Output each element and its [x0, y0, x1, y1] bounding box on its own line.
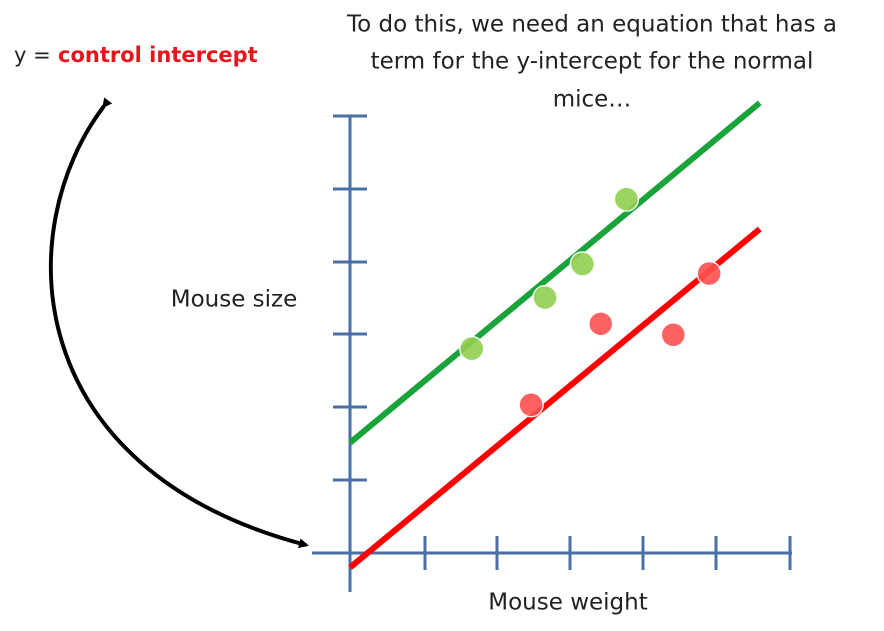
fit-line: [348, 226, 762, 570]
point: [459, 335, 485, 362]
point: [532, 284, 558, 311]
point: [696, 260, 722, 287]
point: [660, 322, 687, 348]
arrow: [49, 97, 309, 549]
annotation-highlight: control intercept: [58, 43, 258, 67]
point: [569, 251, 596, 277]
y-axis-label: Mouse size: [171, 287, 298, 313]
title-line: term for the y-intercept for the normal: [371, 49, 814, 75]
point: [587, 311, 614, 337]
axes: [312, 114, 792, 592]
x-axis-label: Mouse weight: [488, 590, 647, 616]
title-line: mice…: [553, 87, 632, 113]
title-line: To do this, we need an equation that has…: [346, 12, 837, 38]
point: [613, 186, 640, 212]
annotation-prefix: y =: [14, 43, 51, 67]
point: [518, 392, 544, 418]
fit-line: [348, 100, 762, 446]
